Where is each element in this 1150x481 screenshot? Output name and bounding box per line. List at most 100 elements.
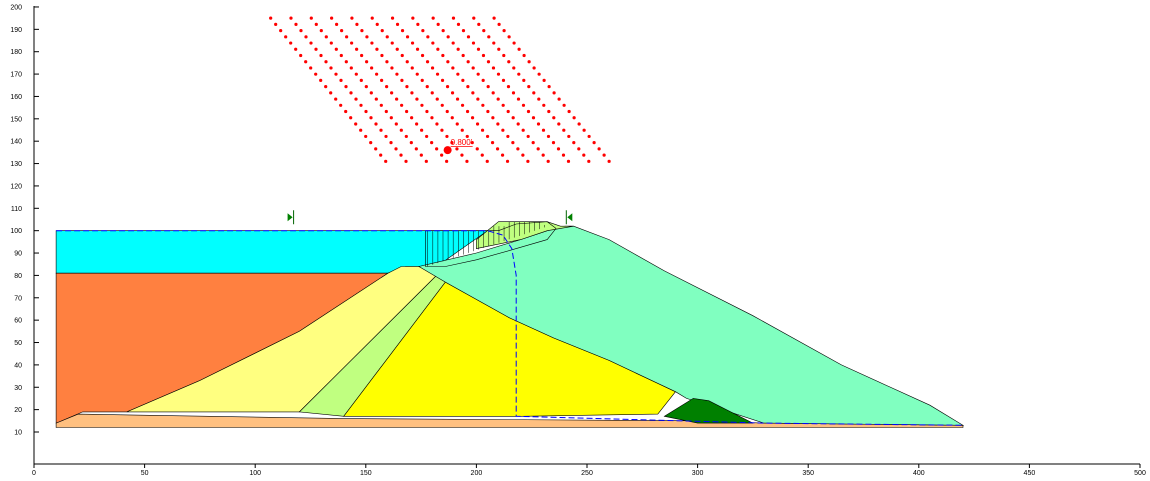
grid-point bbox=[546, 159, 550, 163]
y-ticks: 10 20 30 40 50 60 70 80 90 100 110 120 130 140 150 160 1… bbox=[10, 4, 39, 437]
grid-point bbox=[607, 159, 611, 163]
grid-point bbox=[485, 134, 490, 139]
grid-point bbox=[440, 153, 444, 157]
phreatic-line-path bbox=[56, 230, 964, 426]
grid-point bbox=[389, 116, 393, 120]
grid-point bbox=[531, 116, 536, 120]
x-ticks: 0 50 100 150 200 250 300 350 400 450 500 bbox=[32, 464, 1146, 477]
grid-point bbox=[344, 60, 348, 64]
x-tick-label: 0 bbox=[32, 470, 36, 476]
grid-point bbox=[476, 47, 481, 51]
grid-point bbox=[476, 72, 480, 76]
grid-point bbox=[299, 29, 303, 33]
grid-point bbox=[364, 109, 368, 114]
x-tick-label: 400 bbox=[913, 470, 925, 476]
failure-surface-slices bbox=[425, 221, 557, 267]
grid-point bbox=[526, 159, 530, 163]
grid-point bbox=[344, 109, 348, 114]
grid-point bbox=[415, 122, 419, 126]
grid-point bbox=[455, 147, 459, 151]
grid-point bbox=[349, 116, 353, 120]
grid-point bbox=[430, 141, 434, 145]
y-tick-label: 130 bbox=[10, 161, 22, 168]
grid-point bbox=[430, 66, 435, 70]
grid-point bbox=[399, 153, 403, 157]
grid-point bbox=[426, 35, 430, 39]
critical-center-dot bbox=[443, 146, 452, 155]
grid-point bbox=[516, 122, 520, 126]
grid-point bbox=[477, 22, 481, 26]
grid-point bbox=[522, 78, 526, 83]
grid-point bbox=[582, 153, 586, 157]
grid-point bbox=[511, 91, 516, 95]
grid-point bbox=[517, 72, 521, 76]
grid-point bbox=[455, 97, 460, 101]
grid-point bbox=[370, 16, 374, 20]
y-tick-label: 60 bbox=[14, 318, 22, 325]
grid-point bbox=[460, 103, 465, 107]
grid-point bbox=[511, 141, 515, 145]
y-tick-label: 70 bbox=[14, 295, 22, 302]
x-tick-label: 150 bbox=[360, 470, 372, 476]
grid-point bbox=[324, 35, 328, 39]
grid-point bbox=[410, 66, 414, 70]
grid-point bbox=[435, 122, 439, 126]
grid-point bbox=[481, 78, 485, 83]
grid-point bbox=[436, 22, 440, 26]
grid-point bbox=[359, 128, 363, 132]
grid-point bbox=[380, 53, 384, 58]
grid-point bbox=[365, 35, 369, 39]
grid-point bbox=[424, 159, 428, 163]
grid-point bbox=[451, 16, 456, 20]
grid-point bbox=[572, 141, 576, 145]
grid-point bbox=[465, 159, 469, 163]
grid-point bbox=[541, 128, 546, 132]
grid-point bbox=[390, 16, 395, 20]
grid-point bbox=[522, 53, 526, 58]
grid-point bbox=[339, 53, 343, 58]
grid-point bbox=[450, 116, 454, 120]
grid-point bbox=[389, 141, 393, 145]
grid-point bbox=[521, 103, 526, 107]
y-tick-label: 150 bbox=[10, 116, 22, 123]
grid-point bbox=[355, 47, 359, 51]
grid-point bbox=[345, 35, 349, 39]
grid-point bbox=[379, 103, 383, 107]
x-tick-label: 250 bbox=[581, 470, 593, 476]
grid-point bbox=[547, 109, 551, 114]
grid-point bbox=[385, 60, 389, 64]
grid-point bbox=[537, 72, 541, 76]
grid-point bbox=[380, 78, 384, 83]
grid-point bbox=[507, 60, 511, 64]
grid-point bbox=[420, 78, 424, 83]
grid-point bbox=[379, 153, 383, 157]
grid-point bbox=[335, 22, 339, 26]
grid-point bbox=[435, 72, 440, 76]
x-tick-label: 50 bbox=[141, 470, 149, 476]
grid-point bbox=[552, 116, 556, 120]
x-tick-label: 100 bbox=[249, 470, 261, 476]
grid-point bbox=[431, 16, 435, 20]
grid-point bbox=[294, 22, 298, 26]
y-tick-label: 30 bbox=[14, 385, 22, 392]
grid-point bbox=[400, 53, 404, 58]
grid-point bbox=[486, 109, 490, 114]
grid-point bbox=[486, 60, 491, 64]
grid-point bbox=[425, 134, 429, 139]
grid-point bbox=[597, 147, 601, 151]
grid-point bbox=[475, 122, 480, 126]
grid-point bbox=[410, 41, 415, 45]
grid-point bbox=[546, 134, 551, 139]
grid-point bbox=[556, 147, 561, 151]
grid-point bbox=[374, 147, 378, 151]
y-tick-label: 120 bbox=[10, 183, 22, 190]
grid-point bbox=[502, 53, 506, 58]
grid-point bbox=[542, 78, 546, 83]
grid-point bbox=[536, 147, 540, 151]
grid-point bbox=[482, 29, 486, 33]
grid-point bbox=[385, 85, 389, 89]
grid-point bbox=[566, 159, 571, 163]
grid-point bbox=[289, 16, 293, 20]
